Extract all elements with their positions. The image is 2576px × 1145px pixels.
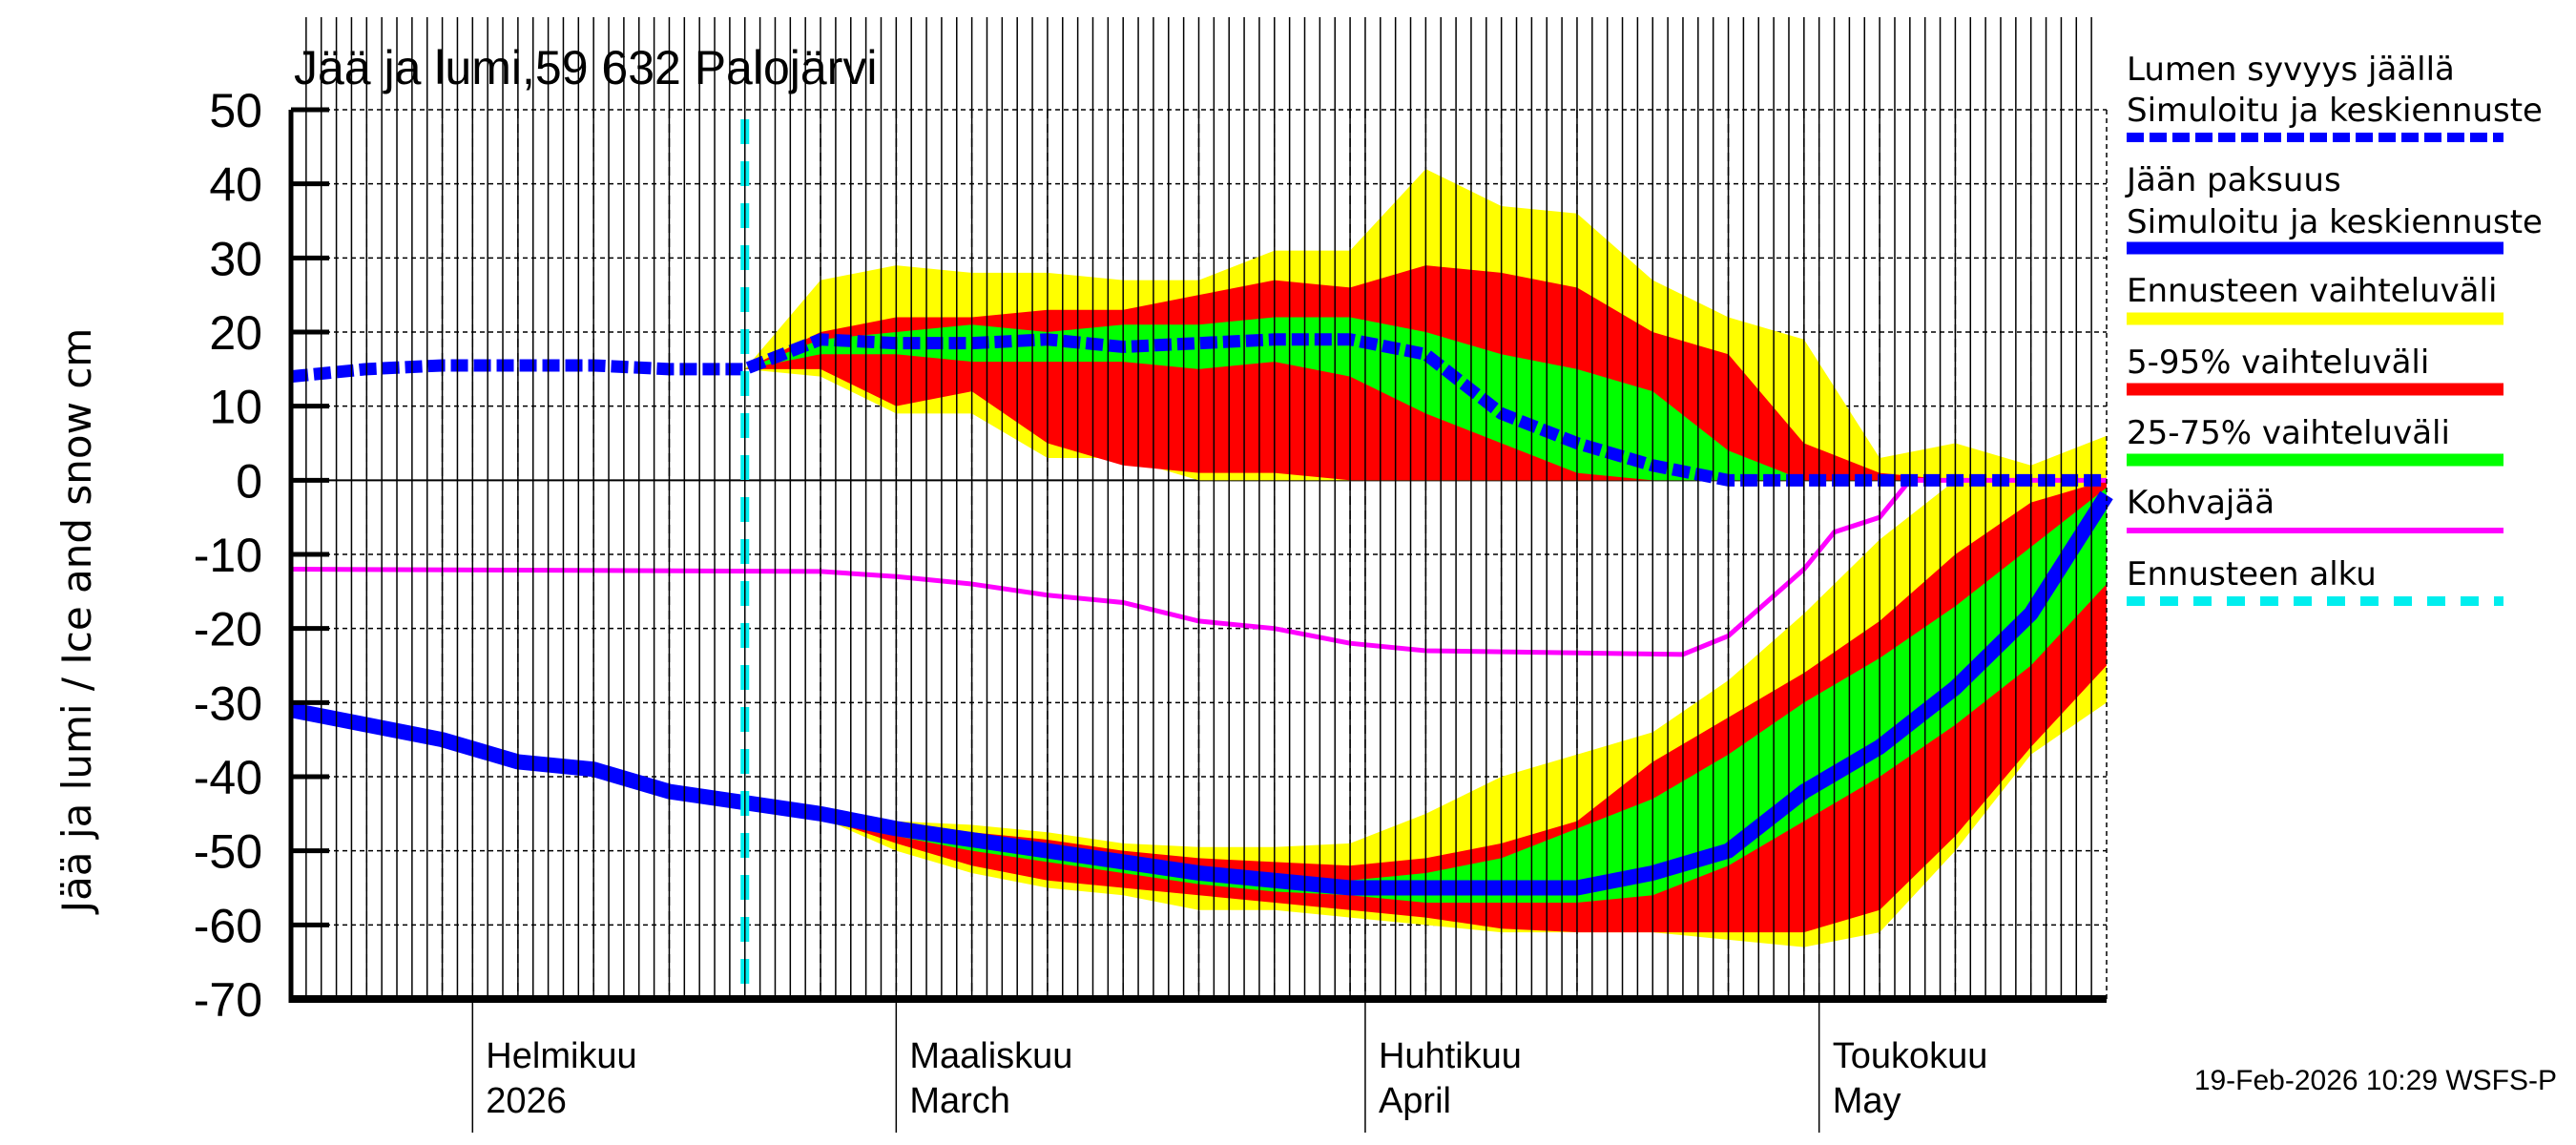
y-tick-label: 40	[209, 158, 262, 212]
month-label-en: April	[1379, 1081, 1451, 1121]
x-tick-labels: Helmikuu 2026 Maaliskuu March Huhtikuu April T…	[486, 1036, 1987, 1121]
y-tick-label: -50	[194, 825, 262, 879]
month-label-fi: Huhtikuu	[1379, 1036, 1522, 1076]
y-tick-label: -20	[194, 603, 262, 656]
legend-label: 5-95% vaihteluväli	[2127, 344, 2429, 382]
legend-label: Ennusteen vaihteluväli	[2127, 272, 2497, 310]
y-tick-label: -10	[194, 529, 262, 582]
legend-label: Lumen syvyys jäällä	[2127, 51, 2455, 89]
y-tick-label: -30	[194, 677, 262, 730]
y-tick-label: 0	[236, 454, 262, 508]
month-label-en: May	[1833, 1081, 1901, 1121]
y-tick-label: 50	[209, 84, 262, 137]
legend-label: Kohvajää	[2127, 484, 2275, 522]
chart-title: Jää ja lumi,59 632 Palojärvi	[294, 41, 877, 94]
y-tick-label: 30	[209, 232, 262, 285]
legend-label: 25-75% vaihteluväli	[2127, 414, 2450, 452]
month-label-fi: Helmikuu	[486, 1036, 636, 1076]
legend-sublabel: Simuloitu ja keskiennuste	[2127, 92, 2543, 130]
month-label-fi: Toukokuu	[1833, 1036, 1988, 1076]
timestamp: 19-Feb-2026 10:29 WSFS-P	[2194, 1065, 2557, 1096]
y-tick-label: 10	[209, 381, 262, 434]
y-tick-label: -60	[194, 899, 262, 952]
axes	[288, 17, 2108, 1133]
month-label-en: 2026	[486, 1081, 567, 1121]
y-tick-label: -40	[194, 751, 262, 804]
ice-25-75-band	[744, 488, 2107, 904]
y-tick-label: -70	[194, 973, 262, 1027]
y-tick-label: 20	[209, 306, 262, 360]
y-axis-label: Jää ja lumi / Ice and snow cm	[53, 328, 100, 916]
legend-sublabel: Simuloitu ja keskiennuste	[2127, 203, 2543, 241]
legend-label: Ennusteen alku	[2127, 555, 2377, 593]
legend-label: Jään paksuus	[2125, 161, 2341, 199]
month-label-fi: Maaliskuu	[909, 1036, 1072, 1076]
month-label-en: March	[909, 1081, 1010, 1121]
y-tick-labels: 50 40 30 20 10 0 -10 -20 -30 -40 -50 -60 -70	[194, 84, 262, 1027]
